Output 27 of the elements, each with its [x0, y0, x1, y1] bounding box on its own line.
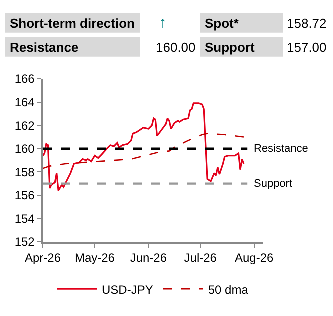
- legend-label: 50 dma: [208, 282, 249, 297]
- text: 160.00: [156, 40, 196, 55]
- y-tick-label: 158: [14, 165, 36, 180]
- x-tick-label: Jun-26: [130, 251, 168, 266]
- x-tick-label: Apr-26: [24, 251, 62, 266]
- y-tick-label: 166: [14, 72, 36, 86]
- text: ↑: [159, 15, 167, 32]
- y-tick-label: 154: [14, 212, 36, 226]
- y-tick-label: 162: [14, 118, 36, 133]
- x-tick-label: May-26: [74, 251, 116, 266]
- legend-label: USD-JPY: [102, 282, 154, 297]
- y-tick-label: 152: [14, 235, 36, 250]
- y-tick-label: 156: [14, 188, 36, 203]
- x-tick-label: Jul-26: [184, 251, 218, 266]
- line-series: [43, 102, 245, 192]
- x-tick-label: Aug-26: [234, 251, 274, 266]
- line-series: [43, 133, 245, 170]
- ref-line-label: Support: [254, 178, 293, 190]
- text: Resistance: [10, 40, 79, 55]
- text: Support: [205, 40, 256, 55]
- text: 158.72: [287, 16, 327, 31]
- y-tick-label: 164: [14, 95, 36, 110]
- text: Short-term direction: [10, 16, 136, 31]
- text: 157.00: [287, 40, 327, 55]
- y-tick-label: 160: [14, 142, 36, 156]
- text: Spot*: [205, 16, 240, 31]
- ref-line-label: Resistance: [254, 143, 308, 155]
